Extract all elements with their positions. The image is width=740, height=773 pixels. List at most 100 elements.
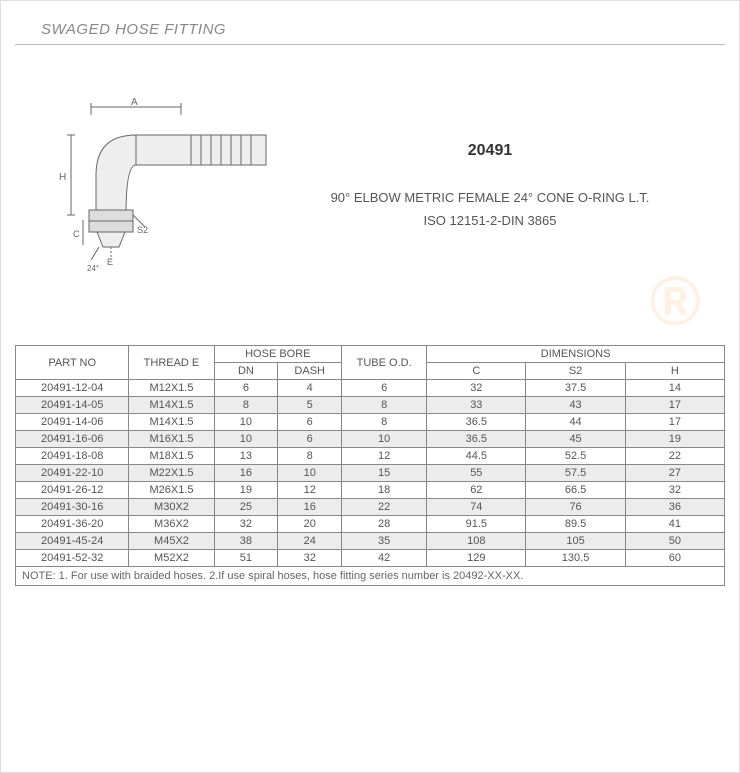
cell-s2: 66.5 — [526, 482, 625, 499]
cell-h: 22 — [625, 448, 724, 465]
table-row: 20491-12-04M12X1.56463237.514 — [16, 380, 725, 397]
cell-od: 15 — [342, 465, 427, 482]
cell-dash: 6 — [278, 414, 342, 431]
cell-part: 20491-18-08 — [16, 448, 129, 465]
cell-part: 20491-36-20 — [16, 516, 129, 533]
table-row: 20491-16-06M16X1.51061036.54519 — [16, 431, 725, 448]
cell-h: 27 — [625, 465, 724, 482]
cell-dash: 6 — [278, 431, 342, 448]
cell-thread: M12X1.5 — [129, 380, 214, 397]
cell-thread: M52X2 — [129, 550, 214, 567]
col-h: H — [625, 363, 724, 380]
cell-od: 18 — [342, 482, 427, 499]
cell-s2: 105 — [526, 533, 625, 550]
cell-s2: 43 — [526, 397, 625, 414]
cell-h: 36 — [625, 499, 724, 516]
col-dash: DASH — [278, 363, 342, 380]
dim-label-s2: S2 — [137, 225, 148, 235]
cell-s2: 44 — [526, 414, 625, 431]
cell-part: 20491-22-10 — [16, 465, 129, 482]
page-header: SWAGED HOSE FITTING — [15, 1, 725, 45]
cell-dn: 25 — [214, 499, 278, 516]
spec-table-container: PART NO THREAD E HOSE BORE TUBE O.D. DIM… — [1, 305, 739, 586]
cell-dn: 38 — [214, 533, 278, 550]
cell-part: 20491-14-06 — [16, 414, 129, 431]
table-row: 20491-22-10M22X1.51610155557.527 — [16, 465, 725, 482]
cell-dash: 32 — [278, 550, 342, 567]
cell-c: 32 — [427, 380, 526, 397]
cell-c: 36.5 — [427, 431, 526, 448]
top-section: A — [1, 45, 739, 305]
cell-thread: M26X1.5 — [129, 482, 214, 499]
cell-od: 28 — [342, 516, 427, 533]
cell-dn: 10 — [214, 414, 278, 431]
cell-c: 36.5 — [427, 414, 526, 431]
table-body: 20491-12-04M12X1.56463237.51420491-14-05… — [16, 380, 725, 567]
cell-s2: 57.5 — [526, 465, 625, 482]
cell-h: 19 — [625, 431, 724, 448]
cell-thread: M14X1.5 — [129, 397, 214, 414]
cell-part: 20491-45-24 — [16, 533, 129, 550]
cell-c: 44.5 — [427, 448, 526, 465]
product-description: 90° ELBOW METRIC FEMALE 24° CONE O-RING … — [301, 190, 679, 205]
col-dn: DN — [214, 363, 278, 380]
table-row: 20491-14-05M14X1.5858334317 — [16, 397, 725, 414]
cell-od: 8 — [342, 397, 427, 414]
spec-table: PART NO THREAD E HOSE BORE TUBE O.D. DIM… — [15, 345, 725, 586]
product-code: 20491 — [301, 142, 679, 160]
cell-thread: M36X2 — [129, 516, 214, 533]
product-standard: ISO 12151-2-DIN 3865 — [301, 213, 679, 228]
cell-s2: 37.5 — [526, 380, 625, 397]
table-row: 20491-52-32M52X2513242129130.560 — [16, 550, 725, 567]
cell-thread: M14X1.5 — [129, 414, 214, 431]
cell-od: 6 — [342, 380, 427, 397]
page-title: SWAGED HOSE FITTING — [41, 21, 699, 38]
cell-od: 8 — [342, 414, 427, 431]
cell-dash: 16 — [278, 499, 342, 516]
col-s2: S2 — [526, 363, 625, 380]
fitting-diagram-svg: A — [41, 95, 301, 275]
cell-c: 62 — [427, 482, 526, 499]
cell-dn: 6 — [214, 380, 278, 397]
cell-h: 50 — [625, 533, 724, 550]
cell-part: 20491-12-04 — [16, 380, 129, 397]
col-dimensions: DIMENSIONS — [427, 346, 725, 363]
table-row: 20491-45-24M45X238243510810550 — [16, 533, 725, 550]
cell-c: 91.5 — [427, 516, 526, 533]
col-hose-bore: HOSE BORE — [214, 346, 342, 363]
cell-dash: 20 — [278, 516, 342, 533]
cell-part: 20491-26-12 — [16, 482, 129, 499]
cell-h: 17 — [625, 397, 724, 414]
cell-thread: M22X1.5 — [129, 465, 214, 482]
dim-label-e: E — [107, 257, 113, 267]
col-c: C — [427, 363, 526, 380]
technical-diagram: A — [51, 95, 301, 275]
dim-label-h: H — [59, 172, 66, 183]
cell-od: 22 — [342, 499, 427, 516]
cell-c: 55 — [427, 465, 526, 482]
cell-dn: 16 — [214, 465, 278, 482]
cell-s2: 52.5 — [526, 448, 625, 465]
table-row: 20491-14-06M14X1.5106836.54417 — [16, 414, 725, 431]
cell-s2: 45 — [526, 431, 625, 448]
cell-thread: M18X1.5 — [129, 448, 214, 465]
cell-dn: 19 — [214, 482, 278, 499]
cell-dash: 5 — [278, 397, 342, 414]
cell-h: 41 — [625, 516, 724, 533]
cell-c: 129 — [427, 550, 526, 567]
cell-s2: 130.5 — [526, 550, 625, 567]
cell-s2: 89.5 — [526, 516, 625, 533]
cell-dash: 24 — [278, 533, 342, 550]
cell-thread: M45X2 — [129, 533, 214, 550]
table-row: 20491-26-12M26X1.51912186266.532 — [16, 482, 725, 499]
dim-label-a: A — [131, 97, 138, 108]
cell-dash: 8 — [278, 448, 342, 465]
dim-label-c: C — [73, 229, 80, 239]
cell-dash: 10 — [278, 465, 342, 482]
cell-od: 42 — [342, 550, 427, 567]
table-head: PART NO THREAD E HOSE BORE TUBE O.D. DIM… — [16, 346, 725, 380]
cell-h: 17 — [625, 414, 724, 431]
cell-part: 20491-16-06 — [16, 431, 129, 448]
cell-dn: 51 — [214, 550, 278, 567]
cell-thread: M30X2 — [129, 499, 214, 516]
